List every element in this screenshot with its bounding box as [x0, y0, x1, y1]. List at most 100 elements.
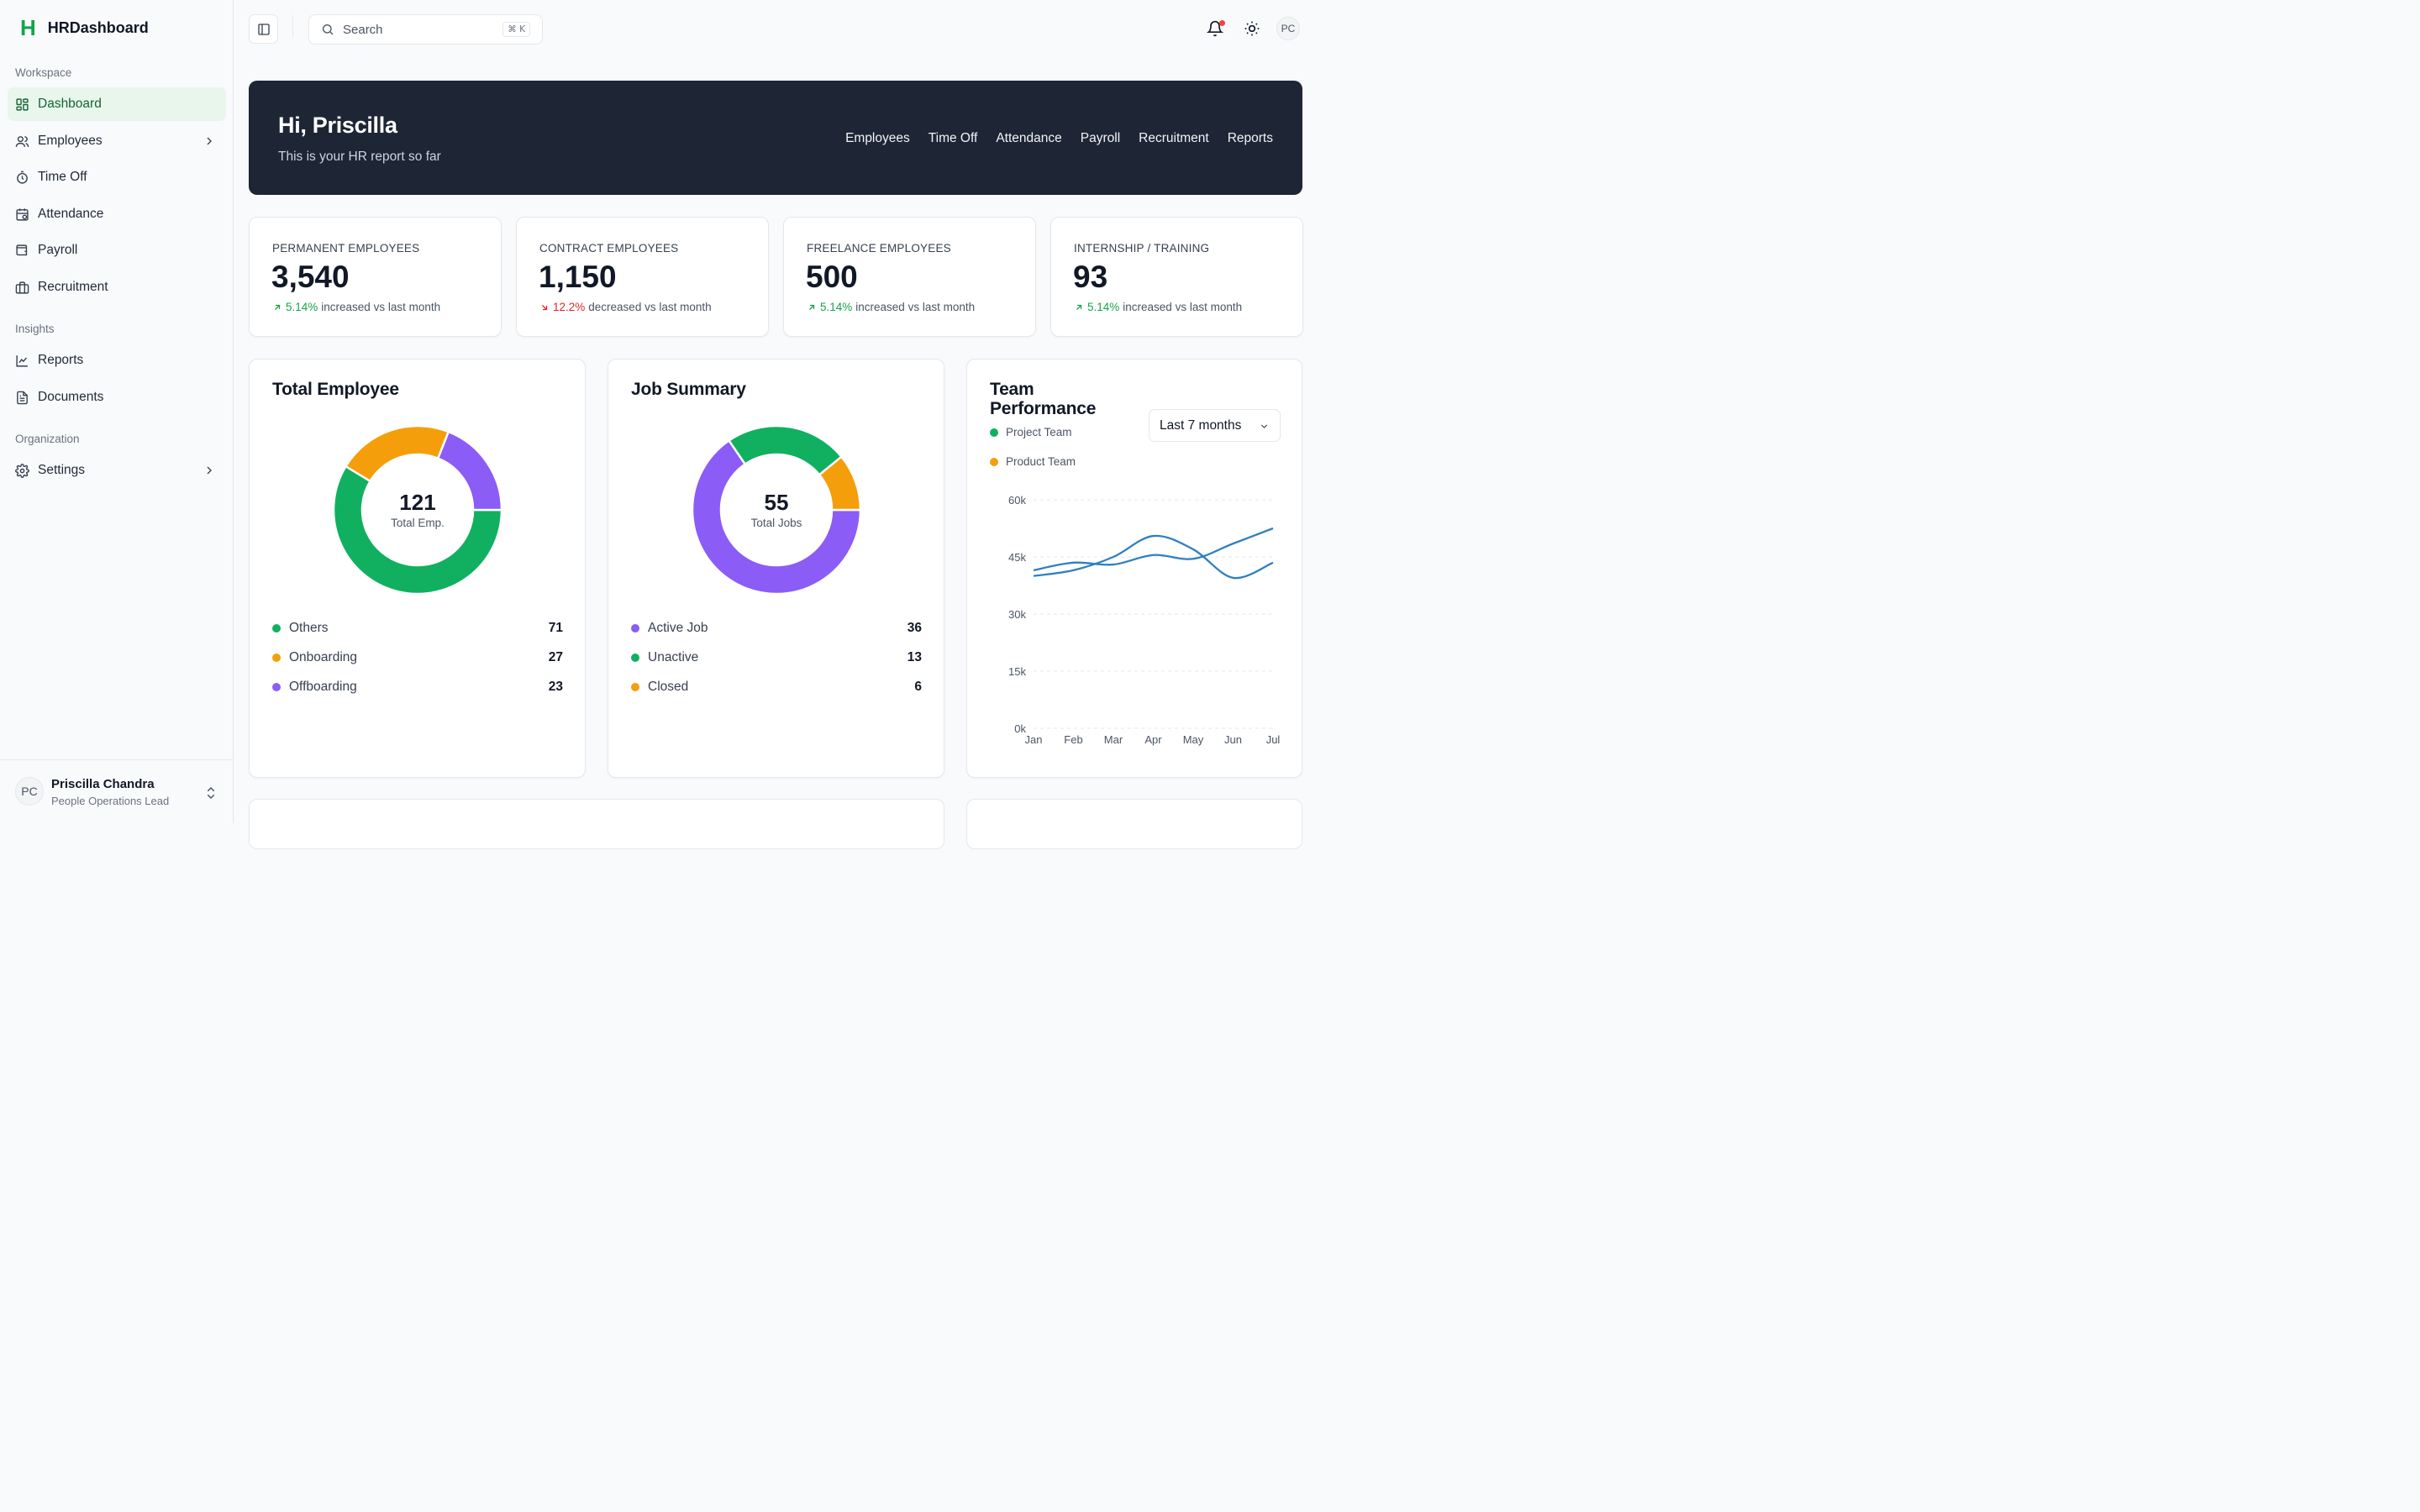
stat-change: 5.14% [820, 301, 853, 313]
series-line-product-team[interactable] [1033, 527, 1274, 571]
x-tick-label: Jan [1025, 733, 1043, 746]
sun-icon[interactable] [1244, 20, 1260, 37]
team-performance-chart: 0k 15k 30k 45k 60k Jan Feb Mar Apr May Jun Jul [1008, 494, 1281, 746]
quick-link-payroll[interactable]: Payroll [1080, 131, 1121, 145]
dashboard-icon [15, 97, 29, 112]
legend-row: Onboarding 27 [272, 648, 563, 667]
arrow-down-right-icon [542, 304, 548, 310]
x-tick-label: Apr [1144, 733, 1162, 746]
sidebar-toggle-button[interactable] [249, 14, 278, 44]
sidebar-item-documents[interactable]: Documents [8, 381, 226, 414]
user-role: People Operations Lead [51, 795, 170, 807]
sidebar-item-label: Dashboard [38, 97, 102, 111]
brand[interactable]: H HRDashboard [20, 17, 149, 39]
legend-label: Active Job [648, 621, 708, 635]
quick-link-employees[interactable]: Employees [845, 131, 910, 145]
chevron-right-icon [207, 466, 212, 475]
sidebar-item-settings[interactable]: Settings [8, 454, 226, 487]
legend-value: 71 [548, 621, 563, 635]
page-subtitle: This is your HR report so far [278, 150, 441, 164]
card-title-line: Performance [990, 399, 1097, 418]
stat-value: 500 [806, 260, 858, 294]
sidebar-item-recruitment[interactable]: Recruitment [8, 270, 226, 304]
sidebar-item-attendance[interactable]: Attendance [8, 197, 226, 231]
x-tick-label: May [1183, 733, 1204, 746]
brand-name: HRDashboard [47, 18, 149, 36]
quick-link-reports[interactable]: Reports [1227, 131, 1273, 145]
bell-icon[interactable] [1207, 20, 1223, 37]
user-card[interactable]: PC Priscilla Chandra People Operations L… [0, 759, 234, 823]
quick-link-attendance[interactable]: Attendance [996, 131, 1062, 145]
legend-value: 6 [914, 680, 922, 694]
legend-label: Onboarding [289, 650, 358, 664]
sidebar-item-payroll[interactable]: Payroll [8, 234, 226, 267]
stat-card-permanent: PERMANENT EMPLOYEES 3,540 5.14% increase… [249, 217, 502, 337]
search-input[interactable]: Search ⌘ K [308, 14, 543, 45]
total-employee-donut [333, 425, 502, 595]
donut-slice-offboarding[interactable] [436, 430, 502, 512]
y-tick-label: 15k [1008, 665, 1026, 678]
sidebar-item-employees[interactable]: Employees [8, 124, 226, 158]
donut-label: Total Jobs [750, 517, 802, 529]
user-name: Priscilla Chandra [51, 777, 155, 791]
stat-change-suffix: increased vs last month [321, 301, 441, 313]
arrow-up-right-icon [809, 304, 815, 310]
x-tick-label: Jul [1266, 733, 1281, 746]
card-title: Team Performance [990, 380, 1096, 418]
search-placeholder: Search [343, 22, 383, 37]
quick-link-recruitment[interactable]: Recruitment [1139, 131, 1209, 145]
stat-card-contract: CONTRACT EMPLOYEES 1,150 12.2% decreased… [516, 217, 769, 337]
stat-trend: 5.14% increased vs last month [1074, 301, 1242, 313]
quick-links: Employees Time Off Attendance Payroll Re… [845, 131, 1273, 146]
series-line-project-team[interactable] [1033, 534, 1274, 580]
quick-link-time-off[interactable]: Time Off [928, 131, 978, 145]
brand-logo: H [20, 15, 36, 40]
stat-value: 93 [1073, 260, 1108, 294]
y-tick-label: 0k [1014, 722, 1026, 735]
legend-label: Closed [648, 680, 689, 694]
job-summary-card: Job Summary 55 Total Jobs Active Job 36 … [608, 359, 944, 778]
bottom-card [249, 799, 944, 849]
card-title: Total Employee [272, 380, 399, 399]
page-title: Hi, Priscilla [278, 113, 397, 138]
donut-total: 55 [764, 490, 789, 515]
avatar[interactable]: PC [1276, 17, 1300, 40]
sidebar-item-dashboard[interactable]: Dashboard [8, 87, 226, 121]
document-icon [15, 391, 29, 405]
donut-center: 121 Total Emp. [333, 425, 502, 595]
range-select-value: Last 7 months [1160, 417, 1242, 433]
card-title: Job Summary [631, 380, 746, 399]
donut-slice-closed[interactable] [818, 454, 861, 512]
donut-total: 121 [399, 490, 436, 515]
legend-dot [631, 654, 639, 662]
legend-value: 23 [548, 680, 563, 694]
legend-value: 36 [907, 621, 922, 635]
stat-change-suffix: increased vs last month [1123, 301, 1243, 313]
gear-icon [15, 463, 29, 478]
legend-row: Unactive 13 [631, 648, 922, 667]
sidebar-item-label: Settings [38, 463, 86, 477]
wallet-icon [15, 244, 29, 258]
stat-label: CONTRACT EMPLOYEES [539, 242, 679, 255]
sidebar-item-label: Recruitment [38, 280, 108, 294]
stat-value: 1,150 [539, 260, 617, 294]
stat-trend: 5.14% increased vs last month [807, 301, 975, 313]
calendar-clock-icon [15, 207, 29, 222]
legend-label: Project Team [1006, 426, 1072, 438]
sidebar-item-reports[interactable]: Reports [8, 344, 226, 377]
stat-trend: 12.2% decreased vs last month [539, 301, 712, 313]
sidebar-item-time-off[interactable]: Time Off [8, 160, 226, 194]
stat-label: PERMANENT EMPLOYEES [272, 242, 420, 255]
sidebar-item-label: Employees [38, 134, 103, 148]
y-tick-label: 60k [1008, 494, 1026, 507]
legend-label: Product Team [1006, 455, 1076, 468]
notification-dot [1219, 20, 1225, 26]
donut-slice-active-job[interactable] [692, 438, 861, 595]
line-chart-icon [15, 354, 29, 368]
legend-dot [272, 624, 281, 633]
team-performance-card: 0k 15k 30k 45k 60k Jan Feb Mar Apr May Jun Jul Team… [966, 359, 1302, 778]
y-tick-label: 45k [1008, 551, 1026, 564]
donut-slice-others[interactable] [333, 465, 502, 595]
range-select[interactable]: Last 7 months [1149, 409, 1281, 442]
section-label-workspace: Workspace [15, 66, 72, 79]
